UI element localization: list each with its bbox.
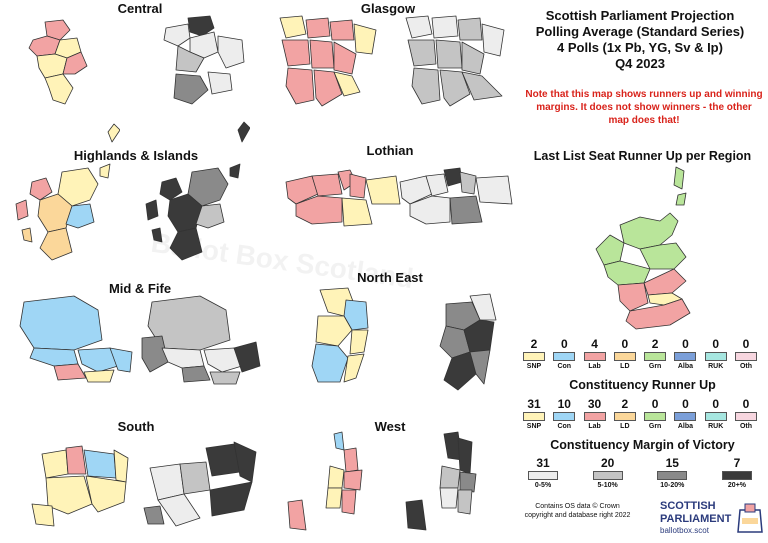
highlands-runner-up-map — [15, 123, 120, 261]
margin-of-victory-title: Constituency Margin of Victory — [550, 438, 735, 452]
midfife-margin-map — [141, 295, 261, 385]
margin-legend-item: 15 10-20% — [649, 456, 695, 489]
region-title-northeast: North East — [357, 270, 423, 285]
midfife-runner-up-map — [19, 295, 133, 383]
central-runner-up-map — [28, 19, 88, 105]
legend-item: 0 LD — [611, 337, 639, 370]
lothian-runner-up-map — [285, 169, 401, 227]
constituency-runner-up-title: Constituency Runner Up — [569, 378, 716, 392]
ballot-box-icon — [737, 503, 763, 533]
legend-item: 0 RUK — [702, 397, 730, 430]
legend-item: 10 Con — [550, 397, 578, 430]
title-line-3: 4 Polls (1x Pb, YG, Sv & Ip) — [557, 40, 723, 55]
margin-legend-item: 20 5-10% — [585, 456, 631, 489]
logo-line-3: ballotbox.scot — [660, 526, 709, 535]
lothian-margin-map — [399, 167, 513, 225]
legend-item: 0 Alba — [671, 337, 699, 370]
legend-item: 4 Lab — [581, 337, 609, 370]
legend-item: 0 Oth — [732, 397, 760, 430]
northeast-runner-up-map — [311, 287, 369, 383]
region-title-lothian: Lothian — [366, 143, 414, 158]
legend-item: 2 Grn — [641, 337, 669, 370]
region-title-glasgow: Glasgow — [360, 1, 416, 16]
list-runner-up-title: Last List Seat Runner Up per Region — [533, 149, 752, 163]
title-line-2: Polling Average (Standard Series) — [535, 24, 745, 39]
legend-item: 2 SNP — [520, 337, 548, 370]
legend-item: 0 Con — [550, 337, 578, 370]
region-title-midfife: Mid & Fife — [108, 281, 172, 296]
title-line-4: Q4 2023 — [615, 56, 665, 71]
south-margin-map — [143, 441, 257, 527]
margin-legend-item: 7 20+% — [714, 456, 760, 489]
west-runner-up-map — [287, 431, 363, 531]
legend-item: 2 LD — [611, 397, 639, 430]
legend-item: 0 Grn — [641, 397, 669, 430]
title-line-1: Scottish Parliament Projection — [545, 8, 735, 23]
glasgow-margin-map — [405, 15, 505, 107]
scotland-list-runner-up-map — [595, 166, 691, 330]
west-margin-map — [405, 431, 477, 531]
credit-line-1: Contains OS data © Crown — [535, 503, 620, 510]
margin-legend-item: 31 0-5% — [520, 456, 566, 489]
glasgow-runner-up-map — [279, 15, 377, 107]
northeast-margin-map — [439, 293, 497, 391]
logo-line-2: PARLIAMENT — [660, 513, 732, 525]
list-runner-up-legend: 2 SNP 0 Con 4 Lab 0 LD 2 Grn 0 Alba 0 RUK 0 Oth — [520, 337, 760, 370]
legend-item: 0 RUK — [702, 337, 730, 370]
central-margin-map — [163, 15, 245, 105]
margin-of-victory-legend: 31 0-5% 20 5-10% 15 10-20% 7 20+% — [520, 456, 760, 489]
legend-item: 31 SNP — [520, 397, 548, 430]
credit-line-2: copyright and database right 2022 — [524, 512, 631, 519]
region-title-highlands: Highlands & Islands — [73, 148, 199, 163]
region-title-west: West — [374, 419, 406, 434]
page-title: Scottish Parliament Projection Polling A… — [520, 8, 760, 72]
os-credit: Contains OS data © Crown copyright and d… — [505, 502, 650, 520]
ballotbox-logo: SCOTTISH PARLIAMENT ballotbox.scot — [660, 498, 765, 538]
legend-item: 0 Alba — [671, 397, 699, 430]
south-runner-up-map — [31, 445, 129, 527]
logo-line-1: SCOTTISH — [660, 500, 716, 512]
region-title-central: Central — [117, 1, 163, 16]
legend-item: 30 Lab — [581, 397, 609, 430]
map-note: Note that this map shows runners up and … — [525, 89, 763, 126]
legend-item: 0 Oth — [732, 337, 760, 370]
highlands-margin-map — [145, 121, 250, 261]
region-title-south: South — [117, 419, 155, 434]
